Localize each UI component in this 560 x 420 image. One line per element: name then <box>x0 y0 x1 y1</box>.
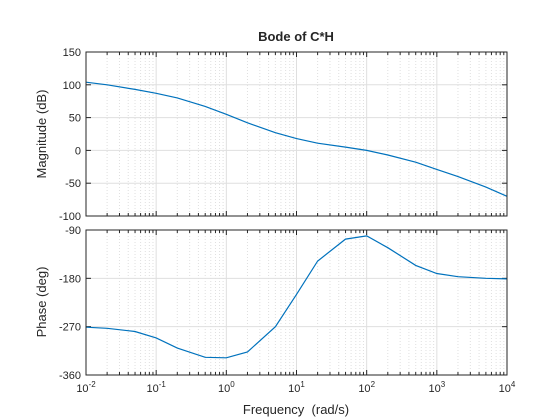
x-axis-label: Frequency (rad/s) <box>243 402 349 417</box>
x-tick-label: 101 <box>288 380 305 395</box>
chart-title: Bode of C*H <box>258 29 334 44</box>
y-tick-label: -50 <box>65 178 81 190</box>
y-tick-label: -360 <box>59 370 81 382</box>
y-tick-label: -270 <box>59 322 81 334</box>
y-tick-label: 0 <box>75 145 81 157</box>
magnitude-plot: 150 100 50 0 -50 -100 Magnitude (dB) <box>34 47 508 223</box>
phase-y-axis-label: Phase (deg) <box>34 267 49 338</box>
y-tick-label: -90 <box>65 225 81 237</box>
phase-plot: -90-180-270-360 10-2 10-1 100 101 102 103 104 … <box>34 225 516 395</box>
x-tick-label: 104 <box>499 380 516 395</box>
x-tick-label: 100 <box>218 380 235 395</box>
ph-series-line <box>85 235 508 359</box>
y-tick-label: -100 <box>59 211 81 223</box>
x-tick-label: 103 <box>428 380 445 395</box>
y-tick-label: 50 <box>69 113 81 125</box>
magnitude-y-axis-label: Magnitude (dB) <box>34 90 49 179</box>
y-tick-label: 150 <box>63 47 81 59</box>
x-tick-label: 10-1 <box>146 380 166 395</box>
y-tick-label: 100 <box>63 80 81 92</box>
mag-series-line <box>85 81 508 197</box>
x-tick-label: 10-2 <box>76 380 96 395</box>
y-tick-label: -180 <box>59 273 81 285</box>
x-tick-label: 102 <box>358 380 375 395</box>
